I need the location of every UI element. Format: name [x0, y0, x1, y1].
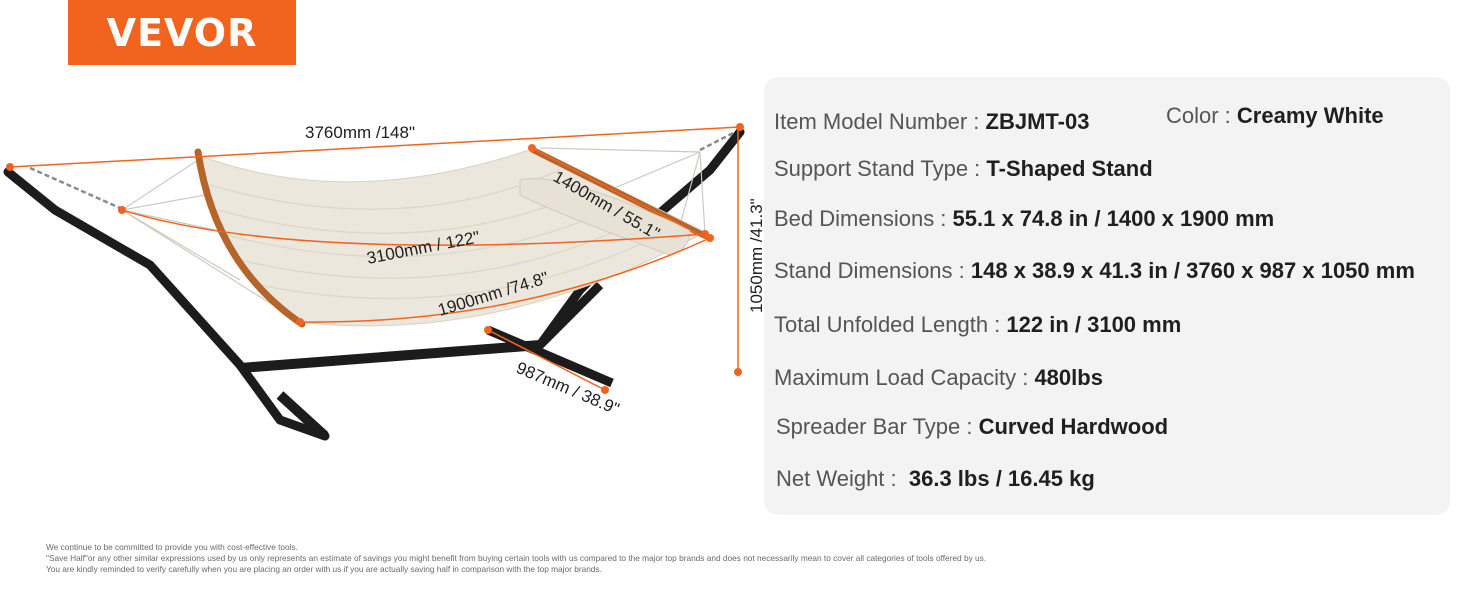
spec-bed-dimensions: Bed Dimensions : 55.1 x 74.8 in / 1400 x…: [774, 206, 1274, 232]
spec-stand-type-label: Support Stand Type :: [774, 156, 987, 181]
spec-net-weight-label: Net Weight :: [776, 466, 909, 491]
disclaimer-line-3: You are kindly reminded to verify carefu…: [46, 564, 602, 574]
spec-net-weight: Net Weight : 36.3 lbs / 16.45 kg: [776, 466, 1095, 492]
spec-color-value: Creamy White: [1236, 103, 1384, 128]
hammock-stand: [3, 127, 745, 441]
spec-spreader-bar: Spreader Bar Type : Curved Hardwood: [776, 414, 1168, 440]
disclaimer-line-1: We continue to be committed to provide y…: [46, 542, 298, 552]
bed-quilt-lines: [209, 169, 681, 300]
hammock-pillow: [519, 178, 691, 256]
spec-unfolded-length-value: 122 in / 3100 mm: [1006, 312, 1182, 337]
spec-load-capacity-label: Maximum Load Capacity :: [774, 365, 1035, 390]
spreader-bar-left: [194, 148, 306, 328]
hammock-diagram: 3760mm /148" 3100mm / 122" 1900mm /74.8"…: [3, 123, 766, 441]
spec-load-capacity: Maximum Load Capacity : 480lbs: [774, 365, 1103, 391]
spec-spreader-bar-value: Curved Hardwood: [978, 414, 1169, 439]
spec-stand-type: Support Stand Type : T-Shaped Stand: [774, 156, 1153, 182]
spec-stand-dimensions-value: 148 x 38.9 x 41.3 in / 3760 x 987 x 1050…: [970, 258, 1415, 283]
spec-model-value: ZBJMT-03: [985, 109, 1090, 134]
dim-length-total: 3760mm /148": [305, 123, 415, 142]
spec-load-capacity-value: 480lbs: [1034, 365, 1103, 390]
spec-spreader-bar-label: Spreader Bar Type :: [776, 414, 979, 439]
disclaimer: We continue to be committed to provide y…: [46, 542, 986, 575]
spec-unfolded-length-label: Total Unfolded Length :: [774, 312, 1007, 337]
spec-stand-type-value: T-Shaped Stand: [986, 156, 1153, 181]
spec-stand-dimensions-label: Stand Dimensions :: [774, 258, 971, 283]
spec-unfolded-length: Total Unfolded Length : 122 in / 3100 mm: [774, 312, 1181, 338]
hammock-chains: [29, 130, 736, 210]
vevor-logo: VEVOR: [68, 0, 296, 65]
spec-model: Item Model Number : ZBJMT-03: [774, 109, 1089, 135]
brand-name: VEVOR: [106, 10, 258, 55]
disclaimer-line-2: "Save Half"or any other similar expressi…: [46, 553, 987, 563]
spec-net-weight-value: 36.3 lbs / 16.45 kg: [908, 466, 1095, 491]
spec-model-label: Item Model Number :: [774, 109, 986, 134]
dimension-endpoints: [6, 123, 744, 394]
dimension-lines: [9, 126, 741, 391]
spec-bed-dimensions-value: 55.1 x 74.8 in / 1400 x 1900 mm: [952, 206, 1275, 231]
dim-height: 1050mm /41.3": [747, 198, 766, 313]
spec-color: Color : Creamy White: [1166, 103, 1384, 129]
spec-bed-dimensions-label: Bed Dimensions :: [774, 206, 953, 231]
spec-stand-dimensions: Stand Dimensions : 148 x 38.9 x 41.3 in …: [774, 258, 1415, 284]
spec-color-label: Color :: [1166, 103, 1237, 128]
spec-panel: [764, 77, 1450, 515]
